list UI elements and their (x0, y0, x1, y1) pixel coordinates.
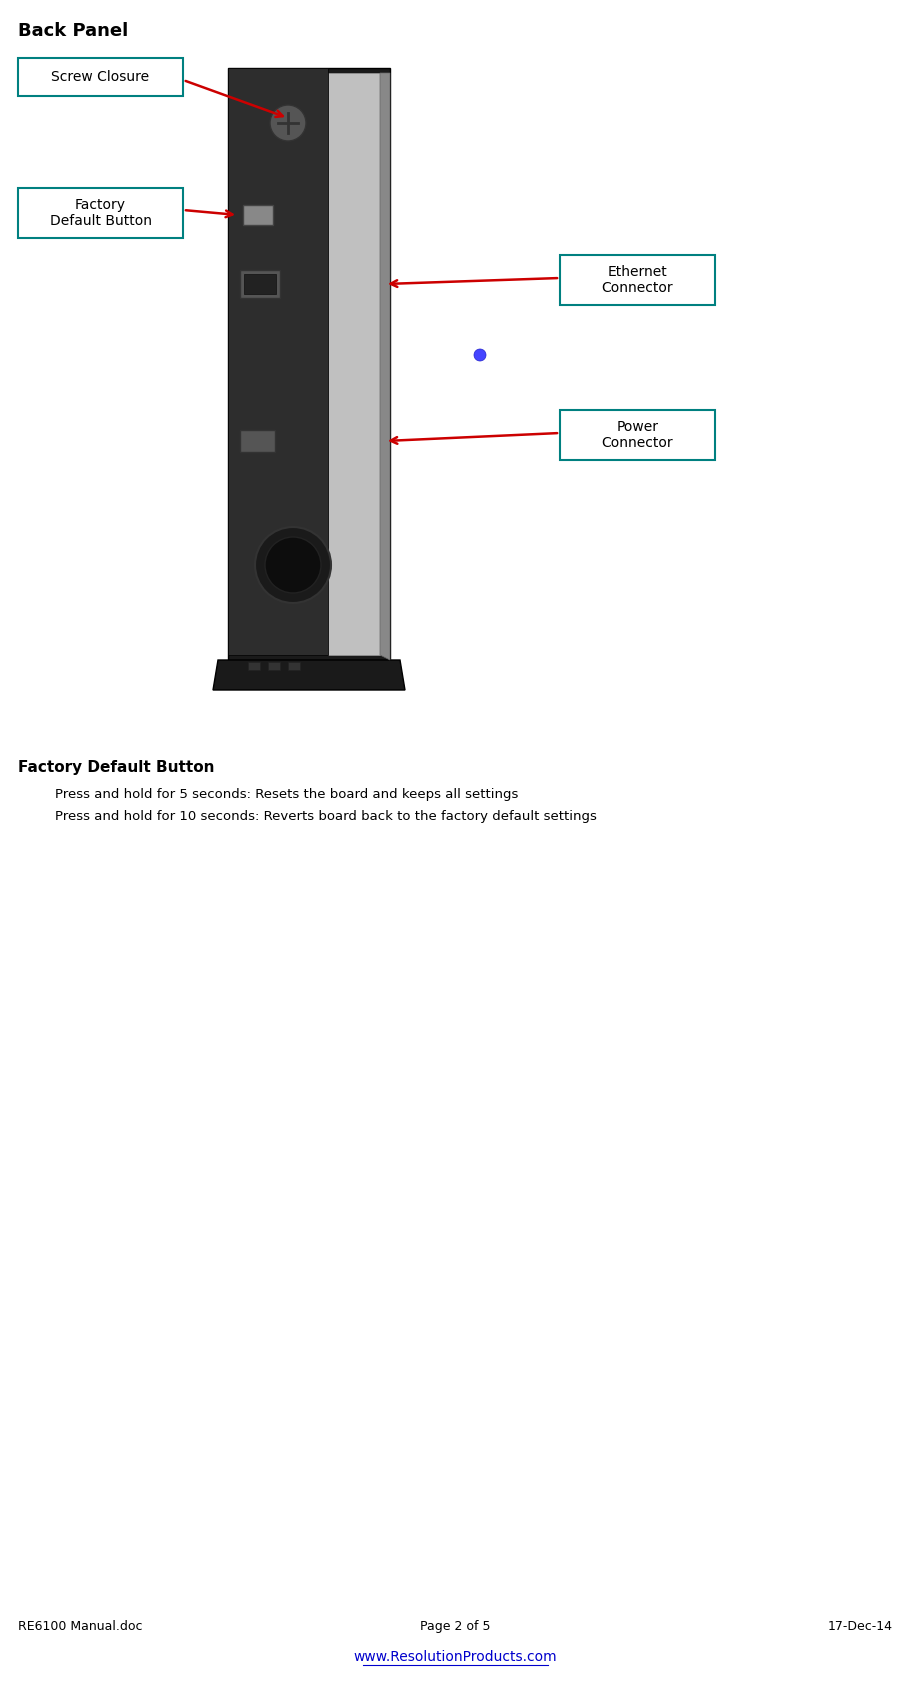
FancyBboxPatch shape (248, 661, 260, 670)
Circle shape (474, 348, 486, 360)
Polygon shape (380, 73, 390, 659)
FancyBboxPatch shape (18, 57, 183, 96)
FancyBboxPatch shape (240, 430, 275, 451)
Circle shape (270, 105, 306, 140)
FancyBboxPatch shape (244, 274, 276, 294)
Polygon shape (228, 68, 390, 659)
Text: Factory Default Button: Factory Default Button (18, 759, 214, 774)
FancyBboxPatch shape (18, 188, 183, 238)
Text: www.ResolutionProducts.com: www.ResolutionProducts.com (353, 1650, 557, 1664)
FancyBboxPatch shape (268, 661, 280, 670)
Text: Press and hold for 5 seconds: Resets the board and keeps all settings: Press and hold for 5 seconds: Resets the… (55, 788, 518, 802)
FancyBboxPatch shape (560, 409, 715, 460)
Circle shape (265, 538, 321, 594)
Text: Press and hold for 10 seconds: Reverts board back to the factory default setting: Press and hold for 10 seconds: Reverts b… (55, 810, 597, 824)
Text: Page 2 of 5: Page 2 of 5 (420, 1620, 490, 1634)
Polygon shape (228, 68, 328, 654)
FancyBboxPatch shape (288, 661, 300, 670)
Text: Factory
Default Button: Factory Default Button (49, 198, 151, 228)
Text: RE6100 Manual.doc: RE6100 Manual.doc (18, 1620, 142, 1634)
FancyBboxPatch shape (243, 205, 273, 225)
FancyBboxPatch shape (240, 271, 280, 298)
Polygon shape (213, 659, 405, 690)
Text: Back Panel: Back Panel (18, 22, 128, 41)
Text: 17-Dec-14: 17-Dec-14 (828, 1620, 893, 1634)
Polygon shape (328, 73, 380, 654)
Text: Screw Closure: Screw Closure (51, 69, 149, 85)
Text: Ethernet
Connector: Ethernet Connector (601, 265, 673, 296)
FancyBboxPatch shape (560, 255, 715, 304)
Text: Power
Connector: Power Connector (601, 419, 673, 450)
Circle shape (255, 528, 331, 604)
